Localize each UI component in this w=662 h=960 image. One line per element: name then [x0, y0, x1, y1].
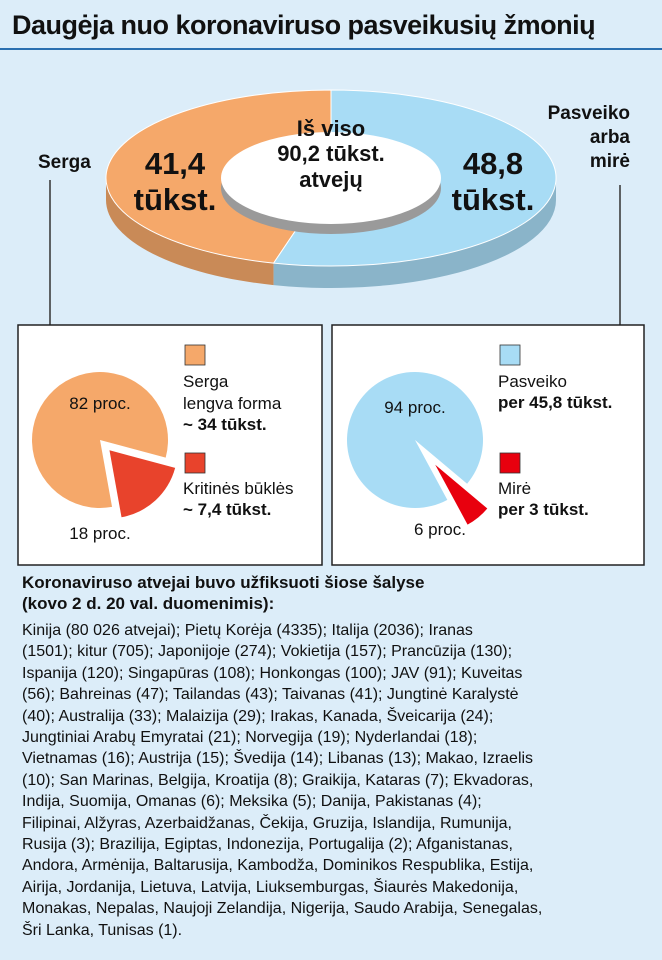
list-line: (10); San Marinas, Belgija, Kroatija (8)… [22, 771, 534, 789]
value-label: 6 proc. [414, 520, 466, 539]
legend-label: Pasveiko [498, 372, 567, 391]
list-line: Kinija (80 026 atvejai); Pietų Korėja (4… [22, 622, 473, 639]
pie-slice [435, 464, 488, 525]
legend-swatch [184, 452, 206, 474]
pie-slice [109, 450, 176, 518]
pie-slice [347, 372, 484, 508]
legend-swatch [184, 344, 206, 366]
value-label: 41,4 tūkst. [133, 146, 217, 217]
legend-label: Pasveiko arba mirė [547, 103, 630, 172]
legend-label: Serga lengva forma [183, 372, 282, 414]
legend-detail: ~ 7,4 tūkst. [183, 500, 272, 519]
list-line: (40); Australija (33); Malaizija (29); I… [22, 707, 494, 725]
list-heading: Koronaviruso atvejai buvo užfiksuoti šio… [22, 573, 425, 614]
legend-label: Mirė [498, 479, 532, 498]
legend-detail: per 45,8 tūkst. [498, 393, 613, 412]
center-label: Iš viso 90,2 tūkst. atvejų [277, 116, 385, 192]
value-label: 82 proc. [69, 394, 131, 413]
list-line: (56); Bahreinas (47); Tailandas (43); Ta… [22, 686, 519, 704]
title: Daugėja nuo koronaviruso pasveikusių žmo… [12, 10, 596, 40]
center-disc [221, 132, 441, 224]
legend-swatch [499, 452, 521, 474]
value-label: 48,8 tūkst. [451, 146, 535, 217]
list-line: Rusija (3); Brazilija, Egiptas, Indonezi… [22, 836, 513, 853]
list-line: Indija, Suomija, Omanas (6); Meksika (5)… [22, 793, 482, 811]
legend-detail: ~ 34 tūkst. [183, 415, 267, 434]
legend-swatch [499, 344, 521, 366]
list-line: Šri Lanka, Tunisas (1). [22, 921, 183, 939]
list-line: Ispanija (120); Singapūras (108); Honkon… [22, 664, 523, 682]
list-line: Jungtiniai Arabų Emyratai (21); Norvegij… [22, 729, 478, 746]
legend-label: Serga [38, 152, 91, 173]
pie-slice [32, 371, 168, 508]
list-line: (1501); kitur (705); Japonijoje (274); V… [22, 643, 513, 661]
list-line: Vietnamas (16); Austrija (15); Švedija (… [22, 750, 534, 768]
list-line: Filipinai, Alžyras, Azerbaidžanas, Čekij… [22, 814, 512, 832]
value-label: 94 proc. [384, 398, 446, 417]
legend-detail: per 3 tūkst. [498, 500, 589, 519]
legend-label: Kritinės būklės [183, 479, 294, 498]
title-rule [0, 48, 662, 50]
pie-side [106, 178, 274, 286]
list-line: Andora, Armėnija, Baltarusija, Kambodža,… [22, 857, 534, 875]
value-label: 18 proc. [69, 524, 131, 543]
pie-side [273, 178, 556, 288]
list-line: Airija, Jordanija, Lietuva, Latvija, Liu… [22, 878, 519, 896]
list-line: Monakas, Nepalas, Naujoji Zelandija, Nig… [22, 900, 543, 918]
